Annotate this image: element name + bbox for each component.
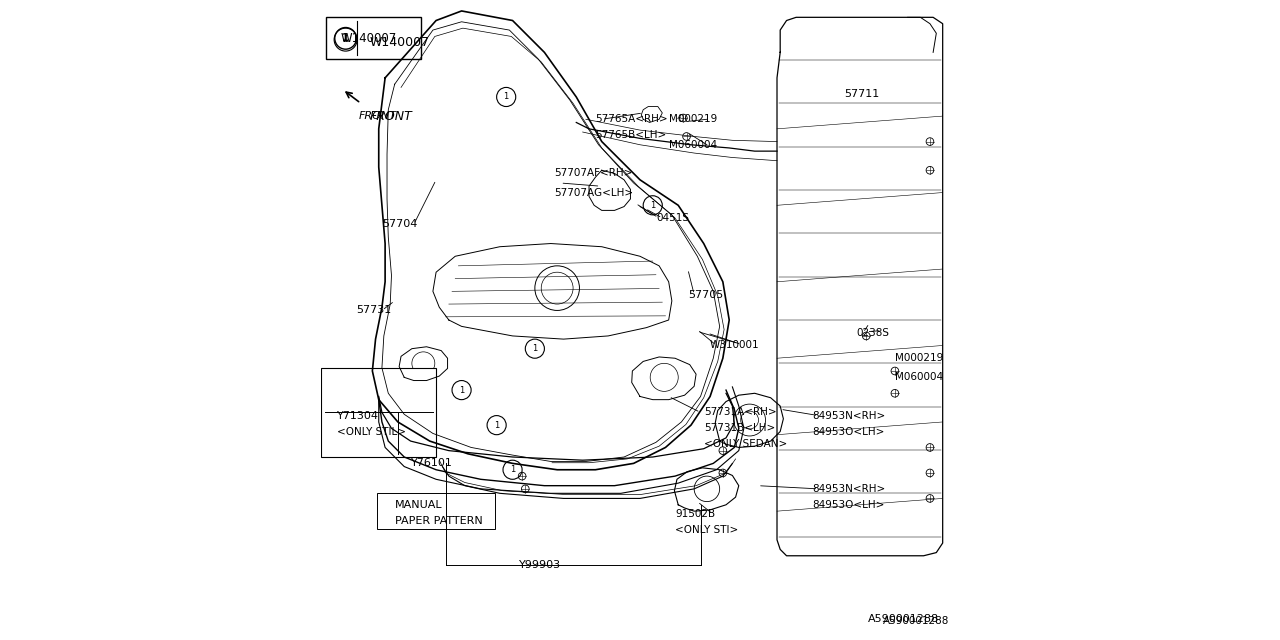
Text: FRONT: FRONT [369,109,412,123]
Text: 84953N<RH>: 84953N<RH> [812,484,886,494]
Text: Y71304: Y71304 [338,411,379,420]
Text: 0451S: 0451S [655,213,689,223]
Text: 57731A<RH>: 57731A<RH> [704,408,777,417]
Text: 0238S: 0238S [856,328,890,338]
Text: 1: 1 [343,35,348,44]
Text: 1: 1 [342,33,349,44]
Text: M000219: M000219 [668,115,717,124]
Text: 57704: 57704 [381,220,417,229]
Text: 1: 1 [532,344,538,353]
Text: Y99903: Y99903 [518,561,561,570]
Text: W140007: W140007 [340,32,397,45]
Text: FRONT: FRONT [358,111,397,121]
Text: 57765B<LH>: 57765B<LH> [595,130,667,140]
Text: <ONLY STI>: <ONLY STI> [675,525,739,535]
Text: M000219: M000219 [895,353,943,364]
FancyBboxPatch shape [376,493,495,529]
Text: A590001288: A590001288 [883,616,948,626]
Text: 57731B<LH>: 57731B<LH> [704,423,774,433]
Text: W140007: W140007 [369,36,429,49]
Text: 1: 1 [503,92,509,102]
FancyBboxPatch shape [326,17,421,59]
Text: 1: 1 [650,201,655,210]
Text: 84953O<LH>: 84953O<LH> [812,426,884,436]
Text: <ONLY SEDAN>: <ONLY SEDAN> [704,439,787,449]
Text: 57705: 57705 [687,289,723,300]
Text: PAPER PATTERN: PAPER PATTERN [394,516,483,525]
Text: 57707AG<LH>: 57707AG<LH> [554,188,634,198]
Text: MANUAL: MANUAL [394,500,443,510]
Text: 57731: 57731 [356,305,392,316]
Text: 84953O<LH>: 84953O<LH> [812,500,884,510]
Text: M060004: M060004 [895,372,943,382]
Text: M060004: M060004 [668,140,717,150]
Text: 57707AF<RH>: 57707AF<RH> [554,168,632,179]
Text: 1: 1 [494,420,499,429]
FancyBboxPatch shape [321,368,436,457]
Text: 1: 1 [460,385,465,395]
Text: 84953N<RH>: 84953N<RH> [812,411,886,420]
Text: <ONLY STIL>: <ONLY STIL> [338,426,406,436]
Text: 1: 1 [509,465,515,474]
Text: A590001288: A590001288 [868,614,940,625]
Text: Y76101: Y76101 [411,458,452,468]
Text: 57711: 57711 [844,89,879,99]
Text: W310001: W310001 [710,340,760,351]
Text: 57765A<RH>: 57765A<RH> [595,115,668,124]
Text: 91502B: 91502B [675,509,716,519]
